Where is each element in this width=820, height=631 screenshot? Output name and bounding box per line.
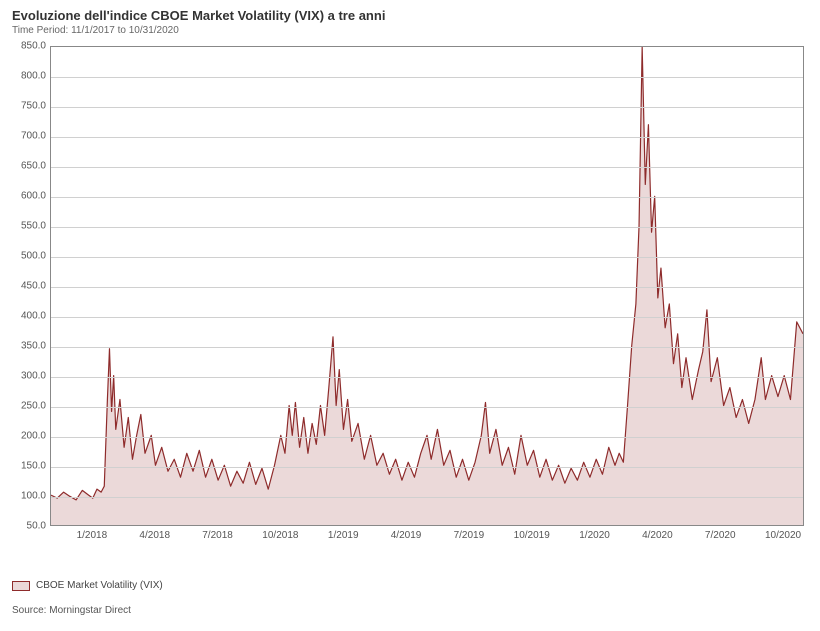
y-tick-label: 300.0	[12, 371, 46, 382]
legend: CBOE Market Volatility (VIX)	[12, 580, 808, 591]
y-tick-label: 100.0	[12, 491, 46, 502]
gridline	[51, 467, 803, 468]
legend-label: CBOE Market Volatility (VIX)	[36, 580, 163, 591]
gridline	[51, 287, 803, 288]
plot-area	[50, 46, 804, 526]
gridline	[51, 497, 803, 498]
y-tick-label: 700.0	[12, 131, 46, 142]
gridline	[51, 377, 803, 378]
x-tick-label: 10/2020	[765, 530, 801, 541]
y-tick-label: 400.0	[12, 311, 46, 322]
y-tick-label: 600.0	[12, 191, 46, 202]
chart-container: 50.0 100.0 150.0 200.0 250.0 300.0 350.0 400.0 4…	[12, 42, 808, 552]
y-tick-label: 200.0	[12, 431, 46, 442]
x-tick-label: 4/2018	[139, 530, 170, 541]
y-tick-label: 50.0	[12, 521, 46, 532]
y-tick-label: 250.0	[12, 401, 46, 412]
gridline	[51, 257, 803, 258]
gridline	[51, 107, 803, 108]
gridline	[51, 227, 803, 228]
gridline	[51, 317, 803, 318]
gridline	[51, 437, 803, 438]
x-tick-label: 7/2020	[705, 530, 736, 541]
y-tick-label: 500.0	[12, 251, 46, 262]
y-tick-label: 850.0	[12, 41, 46, 52]
x-tick-label: 4/2019	[391, 530, 422, 541]
gridline	[51, 197, 803, 198]
y-tick-label: 800.0	[12, 71, 46, 82]
x-tick-label: 7/2019	[454, 530, 485, 541]
source-text: Source: Morningstar Direct	[12, 605, 808, 616]
gridline	[51, 77, 803, 78]
y-tick-label: 450.0	[12, 281, 46, 292]
x-tick-label: 4/2020	[642, 530, 673, 541]
gridline	[51, 407, 803, 408]
y-tick-label: 350.0	[12, 341, 46, 352]
chart-title: Evoluzione dell'indice CBOE Market Volat…	[12, 8, 808, 23]
x-tick-label: 10/2018	[262, 530, 298, 541]
y-tick-label: 150.0	[12, 461, 46, 472]
gridline	[51, 167, 803, 168]
x-tick-label: 7/2018	[202, 530, 233, 541]
y-tick-label: 650.0	[12, 161, 46, 172]
y-tick-label: 750.0	[12, 101, 46, 112]
y-tick-label: 550.0	[12, 221, 46, 232]
gridline	[51, 347, 803, 348]
x-tick-label: 1/2020	[579, 530, 610, 541]
x-tick-label: 1/2018	[77, 530, 108, 541]
gridline	[51, 137, 803, 138]
area-series	[51, 47, 803, 525]
chart-subtitle: Time Period: 11/1/2017 to 10/31/2020	[12, 25, 808, 36]
x-tick-label: 1/2019	[328, 530, 359, 541]
x-tick-label: 10/2019	[514, 530, 550, 541]
legend-swatch	[12, 581, 30, 591]
